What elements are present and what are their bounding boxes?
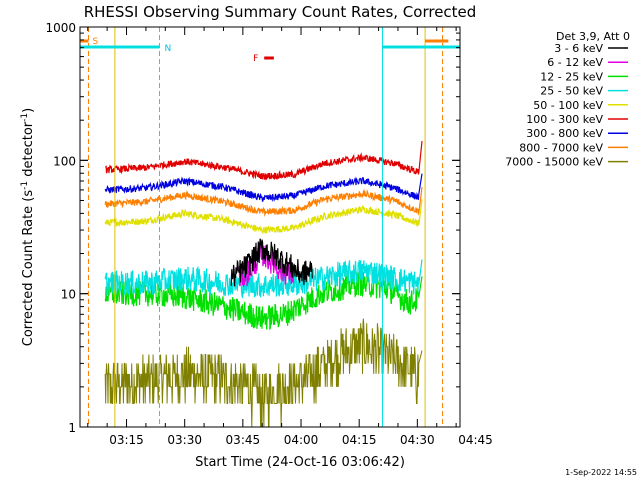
y-axis: 1 10 100 1000	[45, 21, 460, 435]
plot-frame	[79, 26, 461, 428]
chart-title: RHESSI Observing Summary Count Rates, Co…	[84, 3, 477, 21]
date-stamp: 1-Sep-2022 14:55	[565, 468, 637, 477]
series-line-6	[104, 173, 423, 203]
series-line-7	[104, 187, 423, 217]
series-line-2	[104, 271, 423, 331]
series-line-4	[104, 199, 423, 235]
y-tick-label: 10	[61, 288, 76, 302]
y-axis-label-sup2: -1	[20, 113, 30, 122]
x-tick-label: 04:15	[342, 433, 377, 447]
legend-label: 50 - 100 keV	[533, 99, 603, 112]
legend-label: 6 - 12 keV	[547, 56, 603, 69]
y-tick-label: 100	[53, 154, 76, 168]
legend-header: Det 3,9, Att 0	[556, 30, 630, 43]
series-line-8	[104, 318, 423, 428]
x-tick-label: 04:45	[458, 433, 493, 447]
legend-label: 7000 - 15000 keV	[505, 156, 603, 169]
y-axis-label-sup1: -1	[20, 181, 30, 190]
legend-label: 800 - 7000 keV	[519, 141, 603, 154]
x-tick-label: 04:00	[284, 433, 319, 447]
legend-label: 3 - 6 keV	[554, 42, 603, 55]
y-axis-label-end: )	[21, 108, 36, 113]
x-tick-label: 03:30	[167, 433, 202, 447]
series-line-3	[104, 259, 423, 299]
x-tick-label: 04:30	[400, 433, 435, 447]
x-axis-label: Start Time (24-Oct-16 03:06:42)	[195, 455, 405, 470]
legend-label: 25 - 50 keV	[540, 85, 603, 98]
series-line-5	[104, 141, 423, 181]
y-axis-label-main: Corrected Count Rate (s	[21, 190, 36, 347]
y-axis-label: Corrected Count Rate (s-1 detector-1)	[20, 108, 36, 346]
plot-area: S N F	[80, 27, 461, 428]
x-tick-label: 03:45	[226, 433, 261, 447]
y-tick-label: 1000	[45, 21, 76, 35]
legend-label: 12 - 25 keV	[540, 70, 603, 83]
night-label: N	[164, 44, 171, 54]
y-axis-label-mid: detector	[21, 121, 36, 181]
flare-label: F	[253, 54, 258, 64]
legend-label: 100 - 300 keV	[526, 113, 603, 126]
x-tick-label: 03:15	[109, 433, 144, 447]
legend-label: 300 - 800 keV	[526, 127, 603, 140]
saa-label: S	[93, 37, 99, 47]
series-line-0	[230, 238, 313, 287]
y-tick-label: 1	[68, 421, 76, 435]
x-axis: 03:15 03:30 03:45 04:00 04:15 04:30 04:45	[87, 27, 493, 447]
series-line-1	[238, 241, 294, 287]
